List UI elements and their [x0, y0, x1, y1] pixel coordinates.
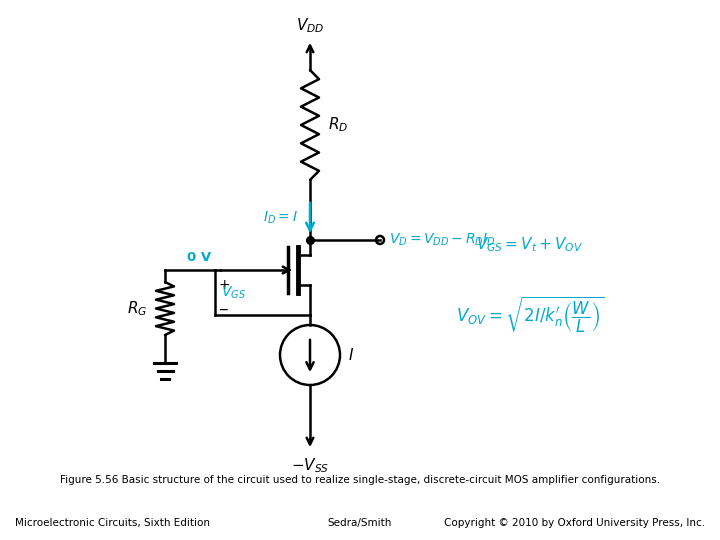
- Text: $V_{DD}$: $V_{DD}$: [296, 16, 324, 35]
- Text: $-V_{SS}$: $-V_{SS}$: [291, 456, 329, 475]
- Text: _: _: [219, 295, 227, 310]
- Text: $R_D$: $R_D$: [328, 116, 348, 134]
- Text: $V_{GS} = V_t + V_{OV}$: $V_{GS} = V_t + V_{OV}$: [477, 235, 584, 254]
- Text: Figure 5.56 Basic structure of the circuit used to realize single-stage, discret: Figure 5.56 Basic structure of the circu…: [60, 475, 660, 485]
- Text: $I_D = I$: $I_D = I$: [264, 210, 298, 226]
- Text: $V_{OV} = \sqrt{2I/k_n^{\prime}\left(\dfrac{W}{L}\right)}$: $V_{OV} = \sqrt{2I/k_n^{\prime}\left(\df…: [456, 295, 604, 335]
- Text: Copyright © 2010 by Oxford University Press, Inc.: Copyright © 2010 by Oxford University Pr…: [444, 518, 705, 528]
- Text: $V_D = V_{DD} - R_D I_D$: $V_D = V_{DD} - R_D I_D$: [389, 232, 496, 248]
- Text: 0 V: 0 V: [187, 251, 211, 264]
- Text: +: +: [219, 278, 230, 292]
- Text: Microelectronic Circuits, Sixth Edition: Microelectronic Circuits, Sixth Edition: [15, 518, 210, 528]
- Text: $I$: $I$: [348, 347, 354, 363]
- Text: Sedra/Smith: Sedra/Smith: [328, 518, 392, 528]
- Text: $R_G$: $R_G$: [127, 299, 147, 318]
- Text: $V_{GS}$: $V_{GS}$: [221, 284, 246, 301]
